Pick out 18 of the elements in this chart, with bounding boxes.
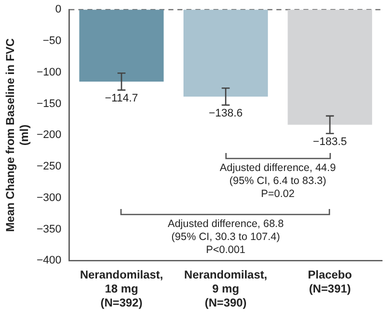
data-label: −114.7	[104, 92, 138, 105]
y-tick-label: −50	[42, 35, 62, 48]
y-tick-label: −400	[36, 254, 62, 267]
y-tick-label: −250	[36, 160, 62, 173]
x-tick-label: Nerandomilast, 18 mg (N=392)	[80, 270, 164, 310]
annotation: Adjusted difference, 44.9 (95% CI, 6.4 to 83.3) P=0.02	[220, 162, 336, 200]
y-tick-label: −350	[36, 223, 62, 236]
x-tick-label: Placebo (N=391)	[308, 270, 352, 296]
x-tick-label: Nerandomilast, 9 mg (N=390)	[184, 270, 268, 310]
data-label: −183.5	[312, 136, 347, 148]
y-tick-label: −150	[36, 98, 62, 110]
y-tick-label: −200	[36, 129, 62, 142]
data-label: −138.6	[208, 108, 243, 120]
y-tick-label: 0	[55, 4, 62, 16]
y-tick-label: −100	[36, 66, 62, 78]
annotation: Adjusted difference, 68.8 (95% CI, 30.3 to 107.4) P<0.001	[168, 218, 284, 256]
y-axis-title: Mean Change from Baseline in FVC (ml)	[5, 38, 31, 232]
y-tick-label: −300	[36, 192, 62, 204]
